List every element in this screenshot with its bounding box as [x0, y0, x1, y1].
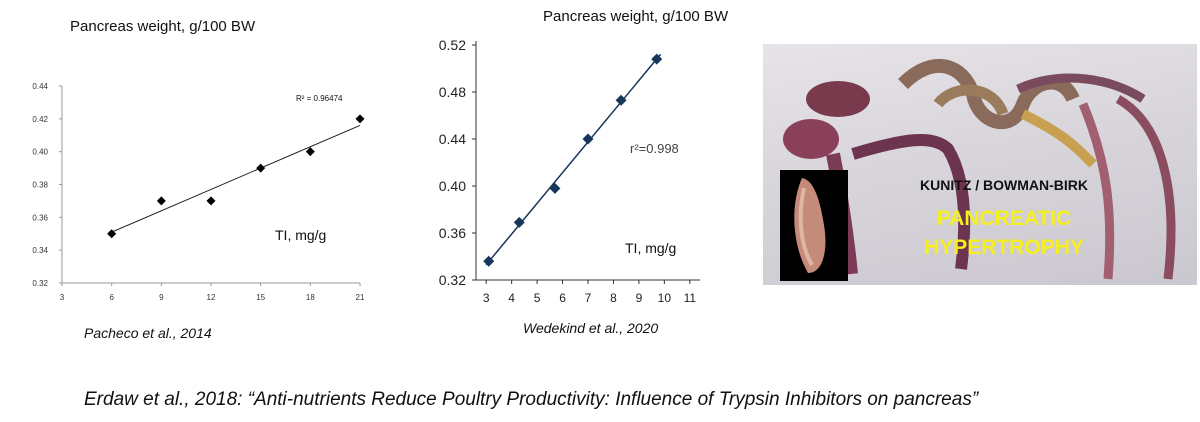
x-tick-label: 18 — [306, 293, 315, 302]
right-chart-citation: Wedekind et al., 2020 — [523, 320, 659, 336]
x-tick-label: 4 — [508, 291, 515, 305]
data-point — [206, 196, 216, 206]
y-tick-label: 0.44 — [439, 131, 466, 147]
intestine-illustration — [783, 59, 1176, 280]
y-tick-label: 0.42 — [32, 115, 48, 124]
photo-label-pancreatic: PANCREATIC — [936, 207, 1072, 230]
data-point — [549, 182, 561, 194]
data-point — [156, 196, 166, 206]
data-point — [582, 133, 594, 145]
photo-label-hypertrophy: HYPERTROPHY — [924, 236, 1084, 259]
photo-label-inhibitors: KUNITZ / BOWMAN-BIRK — [920, 177, 1088, 193]
x-tick-label: 15 — [256, 293, 265, 302]
y-tick-label: 0.34 — [32, 246, 48, 255]
right-scatter-chart: 0.32 0.36 0.40 0.44 0.48 0.52 3 4 5 6 7 8 9 10 11 r²=0.… — [439, 37, 700, 305]
pancreas-photo: KUNITZ / BOWMAN-BIRK PANCREATIC HYPERTRO… — [763, 44, 1197, 285]
data-point — [305, 147, 315, 157]
inset-photo — [780, 170, 848, 281]
trendline — [485, 53, 662, 266]
x-tick-label: 21 — [356, 293, 365, 302]
x-tick-label: 6 — [109, 293, 114, 302]
r-squared-label: R² = 0.96474 — [296, 94, 343, 103]
y-tick-label: 0.44 — [32, 82, 48, 91]
data-point — [107, 229, 117, 239]
x-tick-label: 9 — [636, 291, 643, 305]
x-tick-label: 6 — [559, 291, 566, 305]
y-tick-label: 0.40 — [439, 178, 466, 194]
right-chart-title: Pancreas weight, g/100 BW — [543, 8, 729, 25]
x-tick-label: 3 — [60, 293, 65, 302]
y-tick-label: 0.38 — [32, 181, 48, 190]
left-chart-title: Pancreas weight, g/100 BW — [70, 18, 256, 35]
y-tick-label: 0.36 — [439, 225, 466, 241]
x-tick-label: 8 — [610, 291, 617, 305]
y-tick-label: 0.40 — [32, 148, 48, 157]
left-scatter-chart: 0.32 0.34 0.36 0.38 0.40 0.42 0.44 3 6 9 12 15 18 21 R… — [32, 82, 365, 302]
data-point — [513, 216, 525, 228]
y-tick-label: 0.52 — [439, 37, 466, 53]
x-tick-label: 11 — [684, 291, 697, 305]
trendline — [111, 124, 361, 233]
data-point — [651, 53, 663, 65]
x-tick-label: 12 — [207, 293, 216, 302]
x-tick-label: 3 — [483, 291, 490, 305]
y-tick-label: 0.48 — [439, 84, 466, 100]
left-chart-citation: Pacheco et al., 2014 — [84, 325, 212, 341]
y-tick-label: 0.32 — [439, 272, 466, 288]
data-point — [615, 94, 627, 106]
data-point — [483, 255, 495, 267]
r-squared-label: r²=0.998 — [630, 141, 679, 156]
x-axis-annotation: TI, mg/g — [625, 240, 676, 256]
x-axis-annotation: TI, mg/g — [275, 227, 326, 243]
x-tick-label: 9 — [159, 293, 164, 302]
source-caption: Erdaw et al., 2018: “Anti-nutrients Redu… — [84, 389, 979, 410]
x-tick-label: 10 — [658, 291, 672, 305]
y-tick-label: 0.36 — [32, 213, 48, 222]
x-tick-label: 7 — [585, 291, 592, 305]
data-point — [256, 163, 266, 173]
x-tick-label: 5 — [534, 291, 541, 305]
y-tick-label: 0.32 — [32, 279, 48, 288]
data-point — [355, 114, 365, 124]
